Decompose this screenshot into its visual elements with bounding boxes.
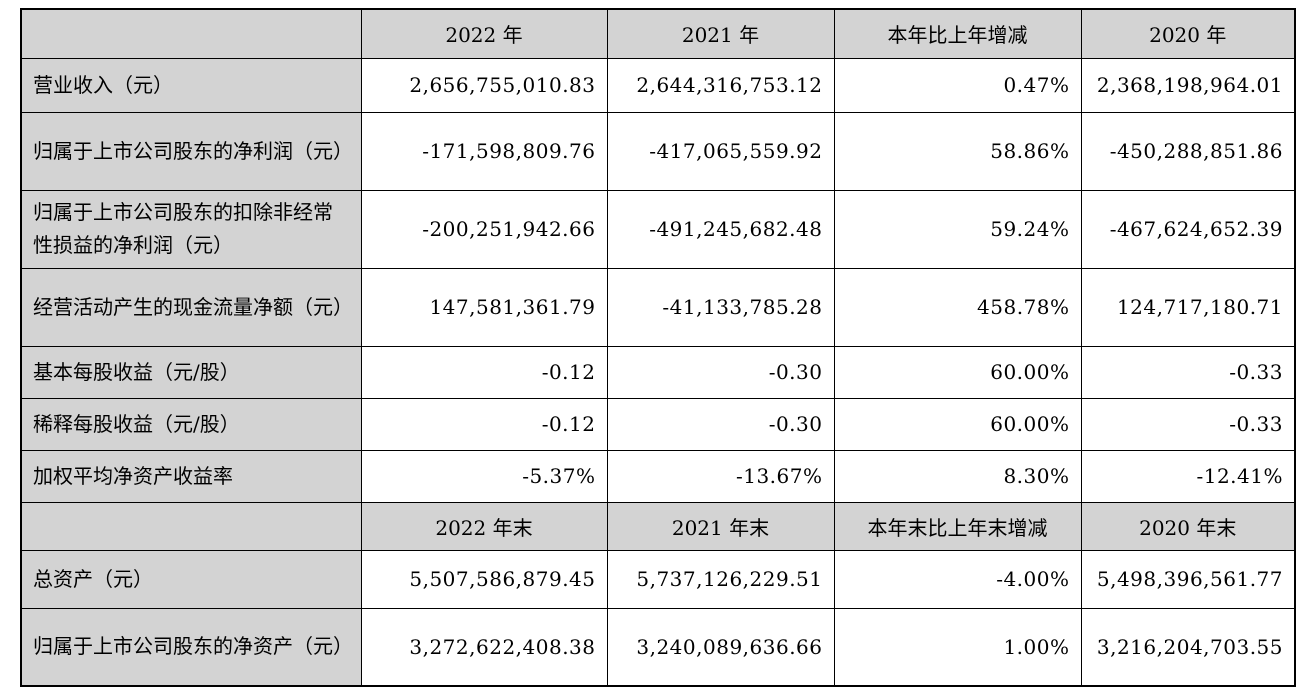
row-label: 加权平均净资产收益率 — [20, 449, 362, 503]
value-cell: -491,245,682.48 — [606, 189, 835, 269]
row-label: 归属于上市公司股东的净利润（元） — [20, 111, 362, 191]
annual-header-row: 2022 年 2021 年 本年比上年增减 2020 年 — [20, 8, 1296, 59]
value-cell: 60.00% — [833, 397, 1082, 451]
table-row-diluted-eps: 稀释每股收益（元/股） -0.12 -0.30 60.00% -0.33 — [20, 397, 1296, 451]
value-cell: -13.67% — [606, 449, 835, 503]
value-cell: -12.41% — [1080, 449, 1296, 503]
value-cell: 2,656,755,010.83 — [360, 57, 608, 113]
value-cell: 59.24% — [833, 189, 1082, 269]
col-header-2022-end: 2022 年末 — [360, 501, 608, 551]
value-cell: -0.12 — [360, 397, 608, 451]
row-label: 稀释每股收益（元/股） — [20, 397, 362, 451]
value-cell: 458.78% — [833, 267, 1082, 347]
value-cell: -450,288,851.86 — [1080, 111, 1296, 191]
value-cell: 2,368,198,964.01 — [1080, 57, 1296, 113]
table-row-net-profit: 归属于上市公司股东的净利润（元） -171,598,809.76 -417,06… — [20, 111, 1296, 191]
value-cell: 3,216,204,703.55 — [1080, 607, 1296, 687]
value-cell: 8.30% — [833, 449, 1082, 503]
col-header-2021-end: 2021 年末 — [606, 501, 835, 551]
col-header-2020: 2020 年 — [1080, 8, 1296, 59]
col-header-yoy-change: 本年比上年增减 — [833, 8, 1082, 59]
value-cell: -171,598,809.76 — [360, 111, 608, 191]
value-cell: -0.30 — [606, 397, 835, 451]
year-end-header-row: 2022 年末 2021 年末 本年末比上年末增减 2020 年末 — [20, 501, 1296, 551]
table-row-net-assets: 归属于上市公司股东的净资产（元） 3,272,622,408.38 3,240,… — [20, 607, 1296, 687]
value-cell: -41,133,785.28 — [606, 267, 835, 347]
value-cell: -0.33 — [1080, 345, 1296, 399]
table-row-net-profit-excl-nonrecurring: 归属于上市公司股东的扣除非经常性损益的净利润（元） -200,251,942.6… — [20, 189, 1296, 269]
table-row-basic-eps: 基本每股收益（元/股） -0.12 -0.30 60.00% -0.33 — [20, 345, 1296, 399]
value-cell: -417,065,559.92 — [606, 111, 835, 191]
row-label: 基本每股收益（元/股） — [20, 345, 362, 399]
value-cell: -0.12 — [360, 345, 608, 399]
row-label: 总资产（元） — [20, 549, 362, 609]
key-financials-table: 2022 年 2021 年 本年比上年增减 2020 年 营业收入（元） 2,6… — [20, 8, 1296, 687]
table-row-operating-cash-flow: 经营活动产生的现金流量净额（元） 147,581,361.79 -41,133,… — [20, 267, 1296, 347]
value-cell: 5,507,586,879.45 — [360, 549, 608, 609]
value-cell: 5,737,126,229.51 — [606, 549, 835, 609]
col-header-year-end-change: 本年末比上年末增减 — [833, 501, 1082, 551]
value-cell: -4.00% — [833, 549, 1082, 609]
value-cell: -200,251,942.66 — [360, 189, 608, 269]
table-row-operating-revenue: 营业收入（元） 2,656,755,010.83 2,644,316,753.1… — [20, 57, 1296, 113]
value-cell: 60.00% — [833, 345, 1082, 399]
value-cell: -0.30 — [606, 345, 835, 399]
value-cell: 58.86% — [833, 111, 1082, 191]
value-cell: 124,717,180.71 — [1080, 267, 1296, 347]
value-cell: -5.37% — [360, 449, 608, 503]
value-cell: 1.00% — [833, 607, 1082, 687]
row-label: 经营活动产生的现金流量净额（元） — [20, 267, 362, 347]
value-cell: 3,272,622,408.38 — [360, 607, 608, 687]
value-cell: 3,240,089,636.66 — [606, 607, 835, 687]
table-row-weighted-avg-roe: 加权平均净资产收益率 -5.37% -13.67% 8.30% -12.41% — [20, 449, 1296, 503]
col-header-2020-end: 2020 年末 — [1080, 501, 1296, 551]
col-header-2021: 2021 年 — [606, 8, 835, 59]
col-header-2022: 2022 年 — [360, 8, 608, 59]
corner-cell — [20, 501, 362, 551]
table-row-total-assets: 总资产（元） 5,507,586,879.45 5,737,126,229.51… — [20, 549, 1296, 609]
value-cell: 2,644,316,753.12 — [606, 57, 835, 113]
corner-cell — [20, 8, 362, 59]
value-cell: 0.47% — [833, 57, 1082, 113]
value-cell: 147,581,361.79 — [360, 267, 608, 347]
row-label: 营业收入（元） — [20, 57, 362, 113]
value-cell: -467,624,652.39 — [1080, 189, 1296, 269]
value-cell: 5,498,396,561.77 — [1080, 549, 1296, 609]
row-label: 归属于上市公司股东的扣除非经常性损益的净利润（元） — [20, 189, 362, 269]
value-cell: -0.33 — [1080, 397, 1296, 451]
row-label: 归属于上市公司股东的净资产（元） — [20, 607, 362, 687]
